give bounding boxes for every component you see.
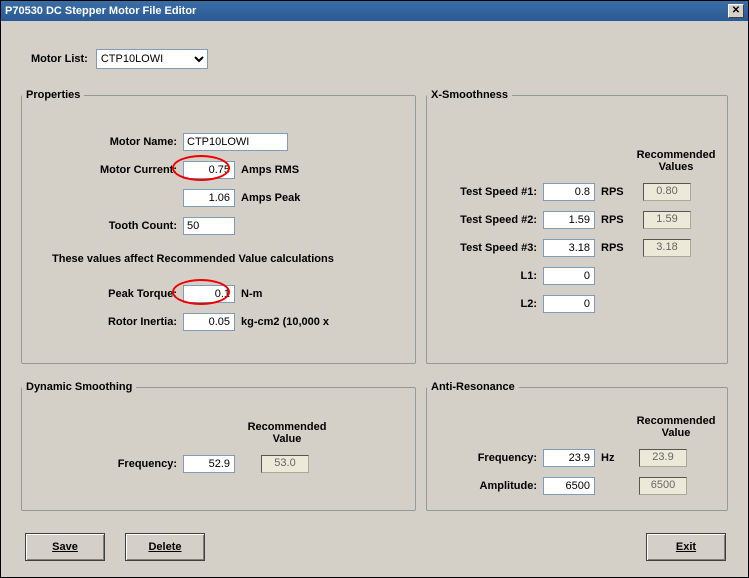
test-speed-3-label: Test Speed #3: [427, 242, 537, 254]
tooth-count-label: Tooth Count: [22, 220, 177, 232]
anti-amplitude-label: Amplitude: [427, 480, 537, 492]
motor-current-input[interactable] [183, 161, 235, 179]
properties-legend: Properties [22, 89, 84, 101]
dyn-rec-header: Recommended Value [242, 421, 332, 445]
client-area: Motor List: CTP10LOWI Properties Motor N… [1, 21, 748, 577]
l1-label: L1: [427, 270, 537, 282]
test-speed-1-input[interactable] [543, 183, 595, 201]
l2-input[interactable] [543, 295, 595, 313]
delete-button[interactable]: Delete [125, 533, 205, 561]
motor-current-label: Motor Current: [22, 164, 177, 176]
anti-legend: Anti-Resonance [427, 381, 519, 393]
dynamic-smoothing-group: Dynamic Smoothing Recommended Value Freq… [21, 381, 416, 511]
amps-peak-unit: Amps Peak [241, 192, 300, 204]
exit-button[interactable]: Exit [646, 533, 726, 561]
anti-amplitude-rec: 6500 [639, 477, 687, 495]
window-title: P70530 DC Stepper Motor File Editor [5, 1, 196, 21]
anti-frequency-unit: Hz [601, 452, 621, 464]
titlebar: P70530 DC Stepper Motor File Editor ✕ [1, 1, 748, 21]
properties-note: These values affect Recommended Value ca… [52, 253, 334, 265]
amps-peak-input[interactable] [183, 189, 235, 207]
test-speed-2-unit: RPS [601, 214, 631, 226]
test-speed-2-rec: 1.59 [643, 211, 691, 229]
dyn-frequency-input[interactable] [183, 455, 235, 473]
xsmoothness-group: X-Smoothness Recommended Values Test Spe… [426, 89, 728, 364]
rotor-inertia-label: Rotor Inertia: [22, 316, 177, 328]
anti-amplitude-input[interactable] [543, 477, 595, 495]
motor-list-select[interactable]: CTP10LOWI [96, 49, 208, 69]
xsmooth-rec-header: Recommended Values [635, 149, 717, 173]
dyn-frequency-rec: 53.0 [261, 455, 309, 473]
peak-torque-unit: N-m [241, 288, 262, 300]
save-button[interactable]: Save [25, 533, 105, 561]
test-speed-3-rec: 3.18 [643, 239, 691, 257]
peak-torque-input[interactable] [183, 285, 235, 303]
properties-group: Properties Motor Name: Motor Current: Am… [21, 89, 416, 364]
test-speed-3-input[interactable] [543, 239, 595, 257]
motor-list-label: Motor List: [31, 53, 88, 65]
test-speed-3-unit: RPS [601, 242, 631, 254]
l1-input[interactable] [543, 267, 595, 285]
dyn-frequency-label: Frequency: [22, 458, 177, 470]
peak-torque-label: Peak Torque: [22, 288, 177, 300]
motor-name-input[interactable] [183, 133, 288, 151]
dyn-legend: Dynamic Smoothing [22, 381, 136, 393]
tooth-count-input[interactable] [183, 217, 235, 235]
test-speed-2-label: Test Speed #2: [427, 214, 537, 226]
motor-name-label: Motor Name: [22, 136, 177, 148]
test-speed-1-unit: RPS [601, 186, 631, 198]
anti-frequency-input[interactable] [543, 449, 595, 467]
motor-current-unit: Amps RMS [241, 164, 299, 176]
anti-frequency-label: Frequency: [427, 452, 537, 464]
anti-rec-header: Recommended Value [635, 415, 717, 439]
anti-resonance-group: Anti-Resonance Recommended Value Frequen… [426, 381, 728, 511]
rotor-inertia-unit: kg-cm2 (10,000 x [241, 316, 329, 328]
test-speed-1-rec: 0.80 [643, 183, 691, 201]
rotor-inertia-input[interactable] [183, 313, 235, 331]
close-icon[interactable]: ✕ [728, 4, 744, 18]
xsmoothness-legend: X-Smoothness [427, 89, 512, 101]
motor-list-row: Motor List: CTP10LOWI [31, 49, 208, 69]
test-speed-1-label: Test Speed #1: [427, 186, 537, 198]
test-speed-2-input[interactable] [543, 211, 595, 229]
l2-label: L2: [427, 298, 537, 310]
anti-frequency-rec: 23.9 [639, 449, 687, 467]
